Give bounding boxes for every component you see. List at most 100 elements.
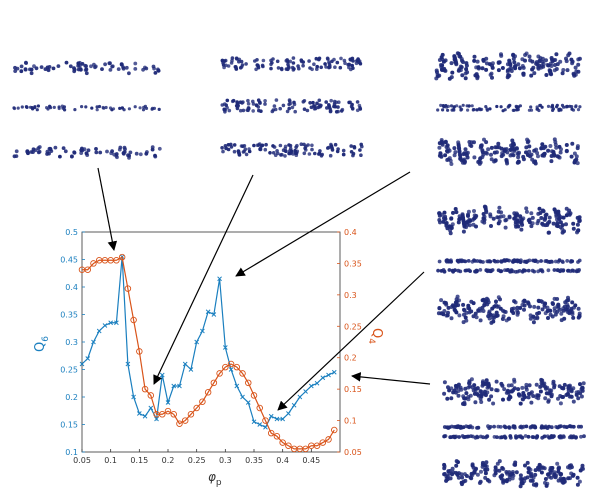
x-tick-label: 0.1 — [104, 456, 117, 465]
x-axis-label-sub: p — [216, 478, 222, 488]
q6-data-point — [245, 400, 251, 405]
y-right-axis-ticks: 0.05 0.1 0.15 0.2 0.25 0.3 0.35 0.4 — [337, 228, 362, 457]
order-parameter-chart: 0.05 0.1 0.15 0.2 0.25 0.3 0.35 0.4 0.45 0.10.15… — [33, 228, 384, 488]
q4-data-point — [141, 385, 149, 393]
q6-data-point — [131, 394, 136, 400]
series-layer — [78, 253, 338, 453]
y-right-axis-label: Q4 — [366, 328, 384, 344]
q6-data-point — [96, 328, 102, 334]
q4-data-point — [90, 260, 97, 267]
particle-cluster-dense-slab — [434, 51, 582, 81]
arrow-to-first-peak — [97, 167, 118, 251]
particle-cluster-dense-slab — [437, 137, 580, 166]
q4-data-point — [210, 379, 218, 387]
q6-data-point — [85, 356, 91, 361]
q4-data-point — [227, 360, 235, 368]
q4-data-point — [319, 439, 327, 446]
x-tick-label: 0.4 — [276, 456, 289, 465]
q4-data-point — [193, 404, 200, 412]
y-left-axis-label-sub: 6 — [41, 336, 51, 342]
pointer-arrows — [97, 167, 431, 411]
q4-data-point — [181, 417, 189, 424]
q4-data-point — [147, 392, 155, 399]
x-axis-ticks: 0.05 0.1 0.15 0.2 0.25 0.3 0.35 0.4 0.45 — [73, 449, 320, 465]
q6-data-point — [114, 320, 119, 326]
q6-data-point — [251, 419, 257, 425]
q6-data-point — [194, 339, 199, 345]
q4-data-point — [239, 370, 246, 377]
arrow-to-first-minimum — [153, 174, 254, 385]
particle-cluster-dense-slab — [437, 204, 582, 236]
q4-series-line — [82, 256, 335, 450]
y-left-tick-label: 0.3 — [65, 338, 78, 347]
q4-data-point — [84, 266, 91, 273]
y-left-tick-label: 0.25 — [60, 366, 78, 375]
q4-data-point — [136, 348, 143, 355]
q6-data-point — [148, 405, 154, 411]
y-right-tick-label: 0.15 — [344, 385, 362, 394]
q6-data-point — [102, 323, 108, 328]
q6-data-point — [286, 411, 291, 416]
q4-data-point — [273, 433, 281, 440]
q6-data-point — [182, 361, 188, 367]
y-right-tick-label: 0.1 — [344, 417, 357, 426]
q6-data-point — [274, 416, 280, 422]
q4-data-point — [250, 392, 258, 399]
x-tick-label: 0.2 — [162, 456, 175, 465]
snapshot-panels — [12, 51, 586, 489]
q6-data-point — [309, 383, 314, 389]
y-left-tick-label: 0.35 — [60, 311, 78, 320]
particle-cluster-bilayer-slab — [442, 424, 586, 440]
q4-data-point — [124, 285, 132, 292]
q4-data-point — [279, 439, 286, 446]
particle-cluster-disordered-slab — [220, 56, 363, 72]
arrow-to-high-density-end — [351, 372, 431, 385]
q4-data-point — [130, 316, 137, 324]
arrow-to-second-minimum — [277, 271, 425, 411]
x-tick-label: 0.15 — [130, 456, 148, 465]
q6-data-point — [303, 389, 308, 394]
snapshot-group-2 — [220, 56, 364, 158]
q4-data-point — [302, 445, 309, 453]
q6-data-point — [177, 383, 182, 389]
q4-data-point — [245, 379, 252, 387]
particle-cluster-disordered-slab — [220, 142, 364, 158]
particle-cluster-twisted-ribbon — [12, 145, 162, 160]
y-left-axis-label: Q6 — [33, 336, 51, 352]
q6-data-point — [320, 375, 326, 381]
q6-data-point — [234, 383, 240, 389]
q6-data-point — [291, 402, 297, 408]
q6-data-point — [211, 312, 217, 317]
q4-data-point — [222, 363, 229, 371]
q4-data-point — [267, 429, 275, 437]
x-tick-label: 0.25 — [188, 456, 206, 465]
q6-data-point — [217, 276, 222, 282]
particle-cluster-twisted-ribbon — [13, 60, 161, 76]
q4-data-point — [325, 436, 332, 443]
q6-data-point — [331, 369, 337, 375]
particle-cluster-dense-slab — [436, 294, 582, 325]
y-right-axis-label-main: Q — [369, 328, 384, 338]
x-tick-label: 0.3 — [219, 456, 232, 465]
x-tick-label: 0.35 — [245, 456, 263, 465]
q6-data-point — [297, 394, 303, 400]
arrow-to-second-peak — [235, 171, 411, 277]
q4-data-point — [233, 363, 241, 371]
q6-data-point — [314, 380, 320, 386]
q6-data-point — [240, 394, 245, 400]
q6-data-point — [326, 372, 331, 378]
y-left-tick-label: 0.2 — [65, 393, 78, 402]
q6-data-point — [171, 383, 177, 389]
y-right-tick-label: 0.05 — [344, 448, 362, 457]
q6-data-point — [154, 416, 159, 422]
q4-data-point — [285, 442, 292, 449]
y-left-axis-label-main: Q — [33, 342, 48, 352]
particle-cluster-flat-line — [12, 104, 161, 112]
x-axis-label: φp — [208, 470, 222, 488]
q4-data-point — [187, 411, 195, 418]
q6-data-point — [268, 413, 274, 419]
x-axis-label-main: φ — [208, 470, 216, 484]
q6-data-point — [223, 345, 228, 350]
snapshot-group-5 — [442, 377, 586, 489]
